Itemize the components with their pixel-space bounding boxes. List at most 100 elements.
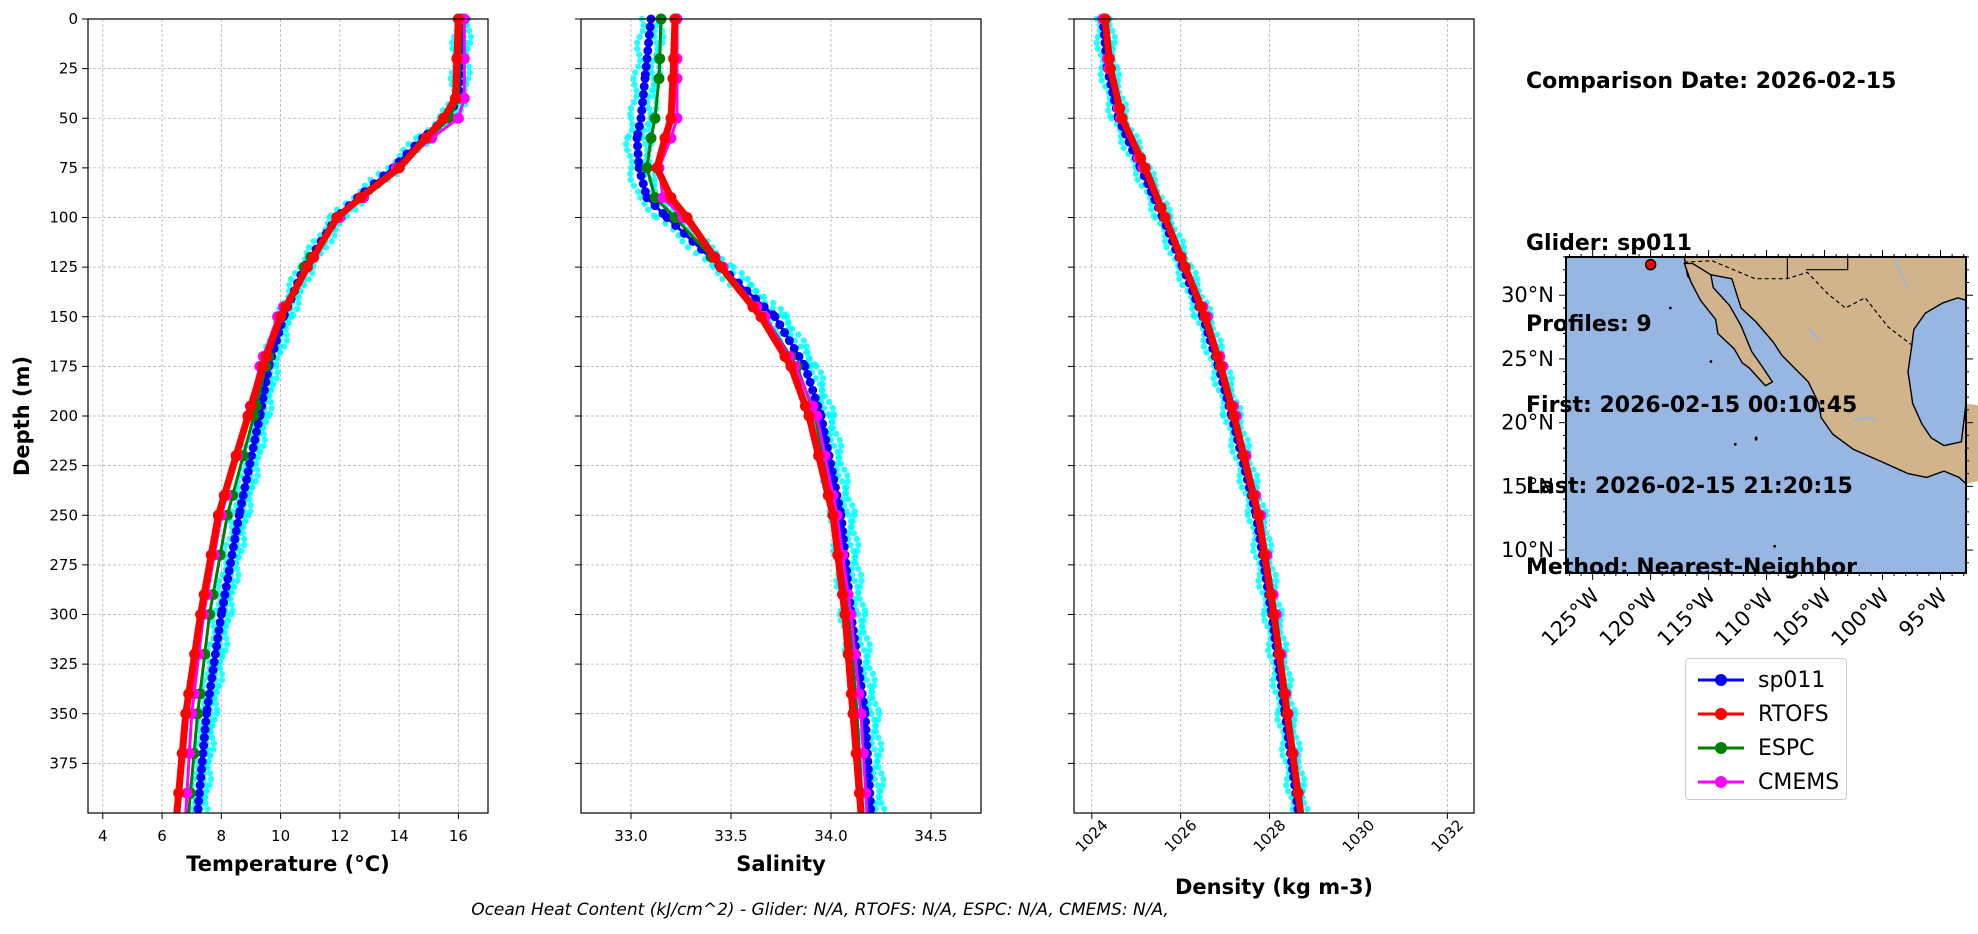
profile-point: [872, 722, 880, 729]
series-point-sp011: [245, 459, 255, 469]
series-point-RTOFS: [665, 112, 677, 124]
series-point-RTOFS: [438, 112, 450, 124]
profile-point: [825, 398, 833, 406]
profile-point: [206, 641, 214, 648]
info-panel: Comparison Date: 2026-02-15 Glider: sp01…: [1526, 14, 1896, 608]
profile-point: [1236, 472, 1243, 479]
profile-point: [878, 770, 885, 777]
profile-point: [875, 764, 882, 771]
profile-point: [467, 33, 475, 41]
profile-point: [1218, 343, 1226, 350]
series-point-sp011: [238, 490, 248, 500]
profile-point: [218, 652, 226, 660]
profile-point: [866, 664, 873, 672]
profile-point: [207, 752, 214, 759]
profile-point: [1229, 448, 1236, 455]
profile-point: [323, 244, 330, 251]
series-point-RTOFS: [1103, 53, 1115, 65]
series-point-sp011: [259, 385, 269, 395]
series-point-sp011: [253, 419, 263, 429]
profile-point: [206, 782, 213, 789]
profile-point: [1250, 541, 1257, 549]
location-map: [1559, 250, 1978, 580]
profile-point: [1250, 466, 1257, 473]
series-point-sp011: [642, 193, 652, 203]
series-point-sp011: [213, 633, 223, 643]
profile-point: [634, 39, 641, 47]
profile-point: [212, 700, 219, 708]
profile-point: [648, 69, 655, 76]
series-point-RTOFS: [212, 509, 224, 521]
profile-point: [631, 81, 638, 88]
y-tick-label: 325: [49, 655, 78, 673]
profile-point: [1280, 635, 1287, 642]
series-point-RTOFS: [847, 708, 859, 720]
profile-point: [875, 734, 882, 741]
profile-point: [1279, 752, 1286, 759]
profile-point: [1105, 101, 1113, 108]
x-tick-label: 33.5: [714, 827, 747, 845]
profile-point: [855, 589, 862, 596]
profile-point: [310, 238, 318, 245]
series-point-RTOFS: [1273, 648, 1285, 660]
map-island: [1733, 442, 1737, 446]
series-point-sp011: [247, 451, 257, 461]
profile-point: [1266, 535, 1273, 543]
profile-point: [1194, 275, 1201, 283]
series-point-RTOFS: [205, 549, 217, 561]
profile-point: [844, 472, 851, 479]
profile-point: [1272, 688, 1279, 696]
profile-point: [213, 710, 221, 717]
profile-point: [877, 740, 885, 747]
profile-point: [637, 194, 644, 201]
profile-point: [261, 418, 269, 426]
profile-point: [639, 27, 646, 35]
map-lat-label: 25°N: [1501, 347, 1554, 371]
profile-point: [783, 313, 791, 320]
map-river: [1853, 416, 1877, 422]
profile-point: [212, 688, 220, 696]
profile-point: [874, 782, 881, 789]
profile-point: [849, 502, 856, 509]
series-point-sp011: [645, 22, 655, 32]
profile-point: [863, 676, 870, 684]
series-point-sp011: [800, 361, 810, 371]
profile-point: [860, 617, 867, 624]
profile-point: [872, 700, 879, 708]
series-point-sp011: [198, 748, 208, 758]
profile-point: [803, 343, 810, 350]
profile-point: [753, 287, 760, 295]
series-point-RTOFS: [257, 360, 269, 372]
series-point-ESPC: [641, 162, 653, 174]
series-point-RTOFS: [1199, 311, 1211, 323]
profile-point: [634, 188, 642, 195]
profile-point: [653, 39, 660, 47]
profile-point: [225, 617, 232, 624]
series-point-sp011: [805, 377, 815, 387]
series-point-RTOFS: [832, 549, 844, 561]
x-tick-label: 4: [98, 827, 108, 845]
profile-point: [644, 206, 652, 213]
series-point-RTOFS: [853, 787, 865, 799]
profile-point: [744, 275, 751, 283]
profile-point: [218, 676, 226, 684]
profile-point: [1286, 682, 1294, 690]
profile-point: [836, 454, 843, 461]
series-point-RTOFS: [799, 400, 811, 412]
profile-point: [1272, 571, 1279, 578]
profile-point: [795, 331, 802, 338]
profile-point: [640, 21, 647, 29]
profile-point: [1276, 722, 1284, 729]
series-point-RTOFS: [1104, 63, 1116, 75]
profile-point: [239, 529, 246, 537]
profile-point: [1213, 331, 1221, 338]
profile-point: [1274, 710, 1281, 717]
profile-point: [1236, 478, 1243, 485]
series-point-sp011: [193, 804, 203, 814]
profile-point: [1097, 71, 1104, 78]
profile-point: [1203, 349, 1210, 356]
legend-entry: ESPC: [1696, 733, 1815, 763]
profile-point: [859, 623, 866, 630]
series-point-sp011: [220, 590, 230, 600]
series-point-sp011: [197, 756, 207, 766]
